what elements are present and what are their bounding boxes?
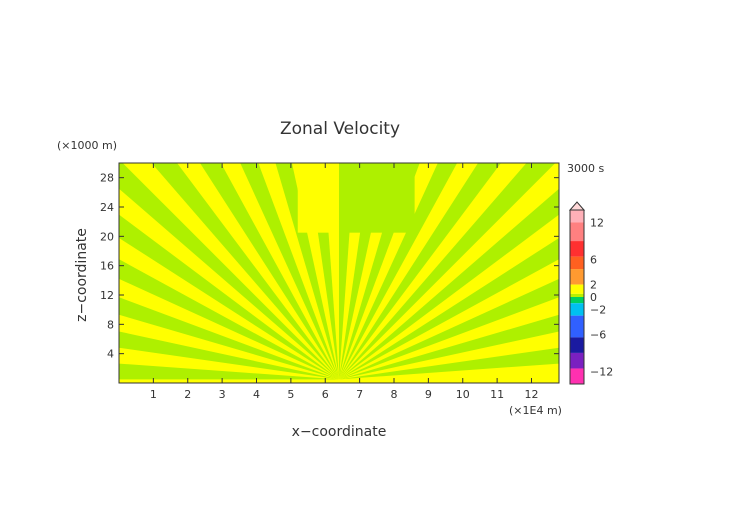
field-panel <box>297 163 339 233</box>
chart-title: Zonal Velocity <box>280 119 400 139</box>
y-tick-label: 28 <box>100 172 114 185</box>
y-axis-label: z−coordinate <box>74 228 90 322</box>
colorbar-segment <box>570 337 584 353</box>
x-tick-label: 1 <box>150 388 157 401</box>
field-band <box>240 163 339 380</box>
field-band <box>119 163 339 380</box>
x-tick-label: 9 <box>425 388 432 401</box>
x-axis-label: x−coordinate <box>292 424 387 440</box>
y-tick-label: 12 <box>100 289 114 302</box>
field-band <box>119 363 339 380</box>
x-tick-label: 12 <box>525 388 539 401</box>
colorbar-segment <box>570 293 584 297</box>
y-tick-label: 24 <box>100 201 114 214</box>
x-axis: 1 2 3 4 5 6 7 8 9 10 11 12 <box>150 163 539 401</box>
colorbar-tick-label: −2 <box>590 303 606 316</box>
field-band <box>199 163 339 380</box>
x-tick-label: 6 <box>322 388 329 401</box>
colorbar-arrow <box>568 201 586 211</box>
field-band <box>339 163 501 380</box>
x-tick-label: 2 <box>184 388 191 401</box>
colorbar-segment <box>570 315 584 338</box>
colorbar-frame <box>569 209 585 385</box>
colorbar-segment <box>570 210 584 223</box>
field-band <box>339 163 556 380</box>
time-label: 3000 s <box>567 162 604 175</box>
field-band <box>339 347 559 380</box>
colorbar-tick-label: 12 <box>590 216 604 229</box>
x-tick-label: 5 <box>287 388 294 401</box>
colorbar-segment <box>570 284 584 294</box>
y-tick-label: 8 <box>107 318 114 331</box>
x-tick-label: 10 <box>456 388 470 401</box>
y-unit-label: (×1000 m) <box>57 139 117 152</box>
colorbar-tick-label: 6 <box>590 254 597 267</box>
x-tick-label: 4 <box>253 388 260 401</box>
x-tick-label: 3 <box>219 388 226 401</box>
colorbar-tick-label: 2 <box>590 279 597 292</box>
colorbar-segment <box>570 222 584 242</box>
colorbar-segment <box>570 303 584 316</box>
field-band <box>339 163 387 380</box>
x-unit-label: (×1E4 m) <box>509 404 562 417</box>
y-tick-label: 20 <box>100 230 114 243</box>
field-band <box>275 163 339 380</box>
colorbar-tick-label: −12 <box>590 366 613 379</box>
colorbar-segment <box>570 241 584 257</box>
field-band <box>339 163 458 380</box>
y-tick-label: 16 <box>100 260 114 273</box>
y-axis: 4 8 12 16 20 24 28 <box>100 172 559 361</box>
x-tick-label: 7 <box>356 388 363 401</box>
y-tick-label: 4 <box>107 348 114 361</box>
x-tick-label: 11 <box>490 388 504 401</box>
plot-frame <box>118 162 560 384</box>
colorbar-tick-label: 0 <box>590 291 597 304</box>
colorbar-tick-label: −6 <box>590 328 606 341</box>
colorbar-segment <box>570 297 584 304</box>
colorbar: 12 6 20−2 −6 −12 <box>568 201 613 385</box>
colorbar-segment <box>570 352 584 369</box>
field-panel <box>339 163 415 233</box>
colorbar-segment <box>570 269 584 285</box>
velocity-field <box>119 163 559 383</box>
x-tick-label: 8 <box>391 388 398 401</box>
colorbar-segment <box>570 256 584 270</box>
colorbar-segment <box>570 368 584 384</box>
field-band <box>151 163 339 380</box>
